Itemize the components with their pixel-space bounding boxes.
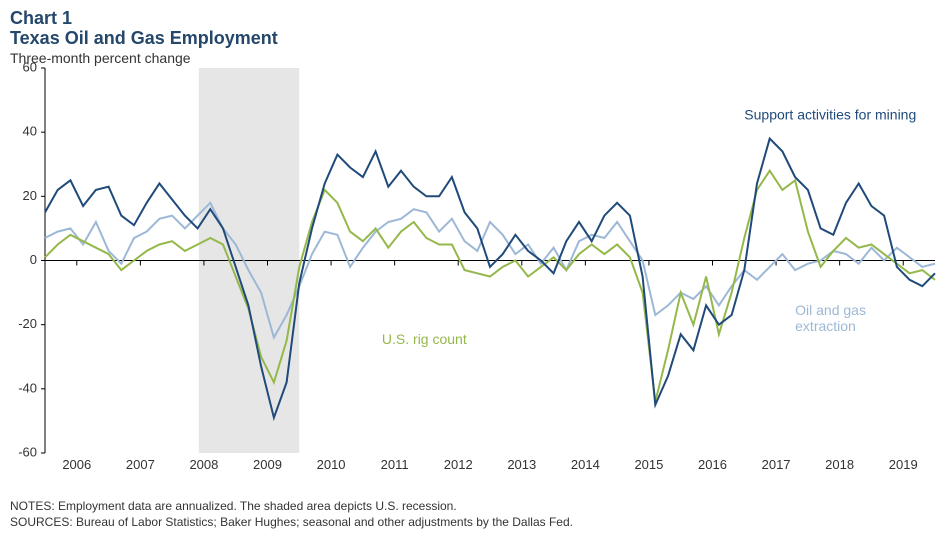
chart-svg: -60 -40 -20 0 20 40 60 2006 2007 2008 2009 2010 2011… [0,58,949,478]
x-tick-label: 2009 [253,457,282,472]
y-tick-label: 0 [30,252,37,267]
notes-line-2: SOURCES: Bureau of Labor Statistics; Bak… [10,514,573,530]
x-tick-label: 2017 [762,457,791,472]
y-tick-label: 20 [23,188,37,203]
x-tick-label: 2010 [317,457,346,472]
x-tick-label: 2014 [571,457,600,472]
x-tick-label: 2012 [444,457,473,472]
x-tick-label: 2013 [507,457,536,472]
x-tick-label: 2007 [126,457,155,472]
chart-title: Texas Oil and Gas Employment [10,28,278,49]
notes-line-1: NOTES: Employment data are annualized. T… [10,498,573,514]
x-tick-label: 2008 [189,457,218,472]
series-support-activities-mining [45,139,935,418]
x-tick-label: 2016 [698,457,727,472]
y-tick-label: 40 [23,124,37,139]
label-support-activities: Support activities for mining [744,106,916,122]
label-oil-and-gas-extraction: Oil and gas [795,302,866,318]
y-tick-label: -60 [18,444,37,459]
chart-number: Chart 1 [10,8,72,29]
y-tick-label: -20 [18,316,37,331]
x-tick-label: 2018 [825,457,854,472]
x-tick-label: 2015 [634,457,663,472]
label-oil-and-gas-extraction-line2: extraction [795,318,856,334]
chart-notes: NOTES: Employment data are annualized. T… [10,498,573,530]
series-us-rig-count [45,171,935,402]
y-tick-label: -40 [18,380,37,395]
x-tick-label: 2006 [62,457,91,472]
x-tick-label: 2011 [381,457,409,472]
x-tick-label: 2019 [889,457,918,472]
label-us-rig-count: U.S. rig count [382,331,467,347]
y-tick-label: 60 [23,59,37,74]
